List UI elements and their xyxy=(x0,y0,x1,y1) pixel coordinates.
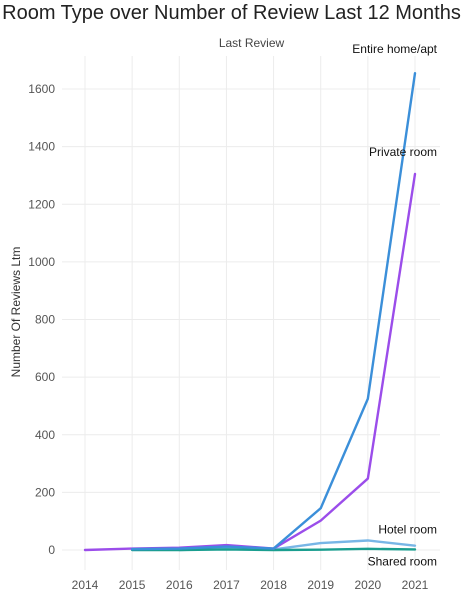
y-tick-label: 200 xyxy=(35,485,55,499)
y-tick-label: 0 xyxy=(48,543,55,557)
x-tick-label: 2021 xyxy=(402,578,429,592)
y-tick-label: 1600 xyxy=(28,82,55,96)
x-tick-label: 2014 xyxy=(72,578,99,592)
series-line-private-room xyxy=(83,172,417,552)
x-tick-label: 2016 xyxy=(166,578,193,592)
series-label-entire-home-apt: Entire home/apt xyxy=(352,42,437,56)
x-tick-label: 2017 xyxy=(213,578,240,592)
series-label-hotel-room: Hotel room xyxy=(378,523,437,537)
y-tick-label: 1200 xyxy=(28,197,55,211)
series-line-entire-home-apt xyxy=(130,71,417,551)
x-tick-label: 2019 xyxy=(307,578,334,592)
chart-title: Room Type over Number of Review Last 12 … xyxy=(2,2,461,24)
x-tick-label: 2018 xyxy=(260,578,287,592)
y-tick-label: 800 xyxy=(35,313,55,327)
series-label-private-room: Private room xyxy=(369,145,437,159)
y-tick-label: 1000 xyxy=(28,255,55,269)
y-tick-label: 1400 xyxy=(28,140,55,154)
y-tick-label: 400 xyxy=(35,428,55,442)
series-line-shared-room xyxy=(130,547,417,552)
y-tick-label: 600 xyxy=(35,370,55,384)
x-tick-label: 2020 xyxy=(355,578,382,592)
chart-subtitle: Last Review xyxy=(218,36,285,50)
y-axis-label: Number Of Reviews Ltm xyxy=(9,247,23,378)
x-tick-label: 2015 xyxy=(119,578,146,592)
series-label-shared-room: Shared room xyxy=(368,554,437,568)
